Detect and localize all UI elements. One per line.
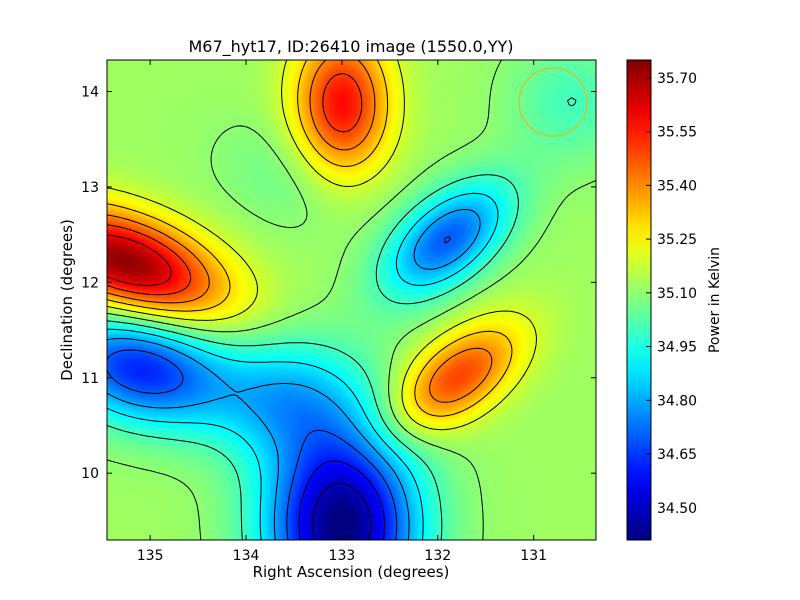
y-tick-label: 12 <box>81 275 99 291</box>
y-tick-label: 13 <box>81 180 99 196</box>
colorbar-tick-label: 35.55 <box>657 125 697 141</box>
colorbar-tick-label: 34.65 <box>657 447 697 463</box>
colorbar-tick-label: 35.40 <box>657 178 697 194</box>
y-axis-label: Declination (degrees) <box>58 219 76 381</box>
contour-level <box>107 73 363 296</box>
y-tick-label: 10 <box>81 466 99 482</box>
y-axis: 10 11 12 13 14 <box>81 84 596 482</box>
colorbar-tick-label: 34.50 <box>657 501 697 517</box>
contour-level <box>107 60 493 403</box>
colorbar-bar <box>626 59 652 541</box>
x-tick-label: 131 <box>520 548 547 564</box>
x-tick-label: 135 <box>137 548 164 564</box>
colorbar-tick-label: 34.80 <box>657 393 697 409</box>
colorbar-label: Power in Kelvin <box>707 247 723 353</box>
colorbar-tick-label: 35.70 <box>657 71 697 87</box>
y-tick-label: 14 <box>81 84 99 100</box>
colorbar-tick-label: 35.10 <box>657 286 697 302</box>
x-tick-label: 133 <box>329 548 356 564</box>
colorbar-tick-label: 35.25 <box>657 232 697 248</box>
colorbar-tick-label: 34.95 <box>657 340 697 356</box>
contour-level <box>107 236 451 540</box>
y-tick-label: 11 <box>81 371 99 387</box>
chart-title: M67_hyt17, ID:26410 image (1550.0,YY) <box>188 37 513 57</box>
contour-level <box>107 209 481 540</box>
plot-frame <box>106 59 597 541</box>
x-tick-label: 132 <box>424 548 451 564</box>
contour-level <box>107 97 577 540</box>
x-tick-label: 134 <box>233 548 260 564</box>
contour-level <box>107 192 499 540</box>
contour-lines <box>107 60 596 540</box>
contour-level <box>107 60 513 417</box>
colorbar: 34.50 34.65 34.80 34.95 35.10 35.25 35.40 35.55… <box>626 59 723 541</box>
contour-level <box>107 234 172 286</box>
heatmap-canvas <box>107 60 596 540</box>
contour-level <box>298 460 385 540</box>
x-axis-label: Right Ascension (degrees) <box>253 563 450 581</box>
contour-level <box>107 60 537 431</box>
heatmap-plot <box>106 59 597 541</box>
colorbar-ticks: 34.50 34.65 34.80 34.95 35.10 35.25 35.40 35.55… <box>646 71 697 517</box>
contour-level <box>107 60 596 540</box>
x-axis: 135 134 133 132 131 <box>137 60 547 564</box>
beam-marker <box>518 67 588 137</box>
contour-level <box>312 483 372 540</box>
